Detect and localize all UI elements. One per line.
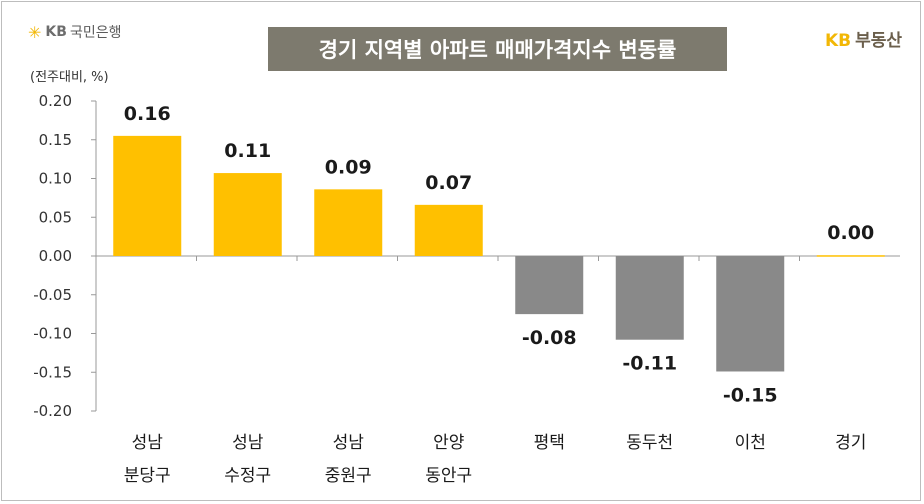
y-axis-unit-label: (전주대비, %) <box>30 70 109 85</box>
y-tick-label: -0.20 <box>33 402 72 420</box>
x-category-label: 중원구 <box>325 466 372 486</box>
y-tick-label: 0.05 <box>39 208 72 226</box>
data-label: 0.09 <box>325 156 372 178</box>
y-tick-label: 0.20 <box>39 92 72 110</box>
kb-bank-logo-kb: KB <box>45 24 67 40</box>
y-tick-label: -0.10 <box>33 325 72 343</box>
kb-bank-logo-text: 국민은행 <box>69 25 122 41</box>
bar <box>314 189 383 256</box>
y-tick-label: -0.05 <box>33 286 72 304</box>
bar <box>213 173 282 256</box>
data-label: 0.00 <box>827 222 874 244</box>
data-label: 0.11 <box>224 140 271 162</box>
x-category-label: 동안구 <box>425 466 472 486</box>
x-category-label: 수정구 <box>224 466 271 486</box>
x-category-label: 성남 <box>232 433 264 453</box>
y-tick-label: 0.15 <box>39 131 72 149</box>
y-tick-label: -0.15 <box>33 363 72 381</box>
data-label: -0.11 <box>622 353 677 375</box>
x-category-label: 평택 <box>534 433 565 453</box>
x-category-label: 이천 <box>735 433 766 453</box>
bar <box>113 135 182 256</box>
x-category-label: 동두천 <box>626 433 673 453</box>
bar <box>515 256 584 315</box>
data-label: -0.08 <box>522 327 577 349</box>
x-category-label: 경기 <box>835 433 866 453</box>
chart-title: 경기 지역별 아파트 매매가격지수 변동률 <box>268 27 727 71</box>
data-label: -0.15 <box>723 384 778 406</box>
kb-realestate-logo-kb: KB <box>824 31 852 51</box>
y-tick-label: 0.10 <box>39 170 72 188</box>
data-label: 0.07 <box>425 172 472 194</box>
bar <box>816 255 885 257</box>
data-label: 0.16 <box>124 103 171 125</box>
y-tick-label: 0.00 <box>39 247 72 265</box>
kb-realestate-logo: KB 부동산 <box>825 26 902 51</box>
kb-realestate-logo-text: 부동산 <box>855 31 902 51</box>
bar <box>414 204 483 256</box>
x-category-label: 성남 <box>333 433 365 453</box>
kb-bank-logo: ✳ KB 국민은행 <box>28 22 121 42</box>
bar <box>716 256 785 372</box>
x-category-label: 안양 <box>433 433 464 453</box>
x-category-label: 성남 <box>132 433 164 453</box>
bar <box>615 256 684 340</box>
x-category-label: 분당구 <box>124 466 171 486</box>
kb-star-icon: ✳ <box>28 22 42 42</box>
